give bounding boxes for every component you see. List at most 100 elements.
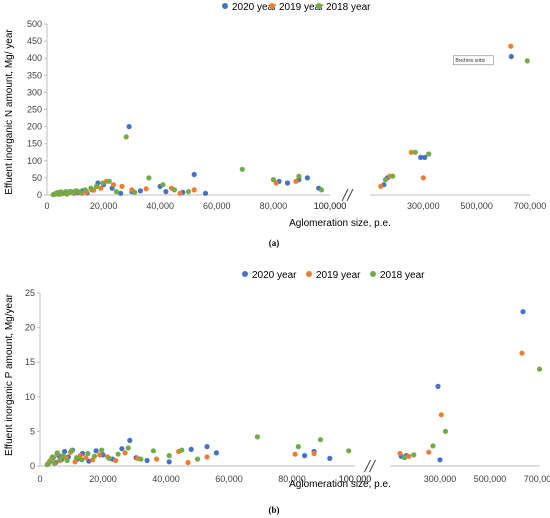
chart-b-point-2018-year (295, 444, 301, 450)
chart-b-point-2020-year (204, 444, 210, 450)
chart-a-axis-break-mark (341, 188, 349, 202)
chart-a-point-2019-year (110, 182, 117, 188)
chart-b-point-2020-year (435, 383, 441, 389)
chart-b-point-2020-year (127, 437, 133, 443)
chart-b-point-2019-year (397, 450, 403, 457)
chart-b-x-tick-label: 80,000 (278, 474, 306, 484)
chart-b-point-2018-year (47, 458, 53, 464)
chart-b-x-tick-label: 700,000 (524, 474, 550, 484)
chart-b-y-tick-label: 0 (30, 461, 35, 471)
chart-b-legend-marker (370, 271, 376, 277)
chart-b-point-2020-year (119, 446, 125, 452)
chart-b-point-2018-year (194, 456, 201, 462)
chart-b-point-2019-year (113, 457, 119, 464)
chart-b-legend-marker (306, 271, 312, 277)
chart-a-x-tick-label: 60,000 (203, 201, 231, 211)
chart-b-point-2019-year (154, 456, 160, 462)
chart-a-ylabel: Effuent inorganic N amount, Mg/ year (4, 29, 15, 195)
chart-b-point-2018-year (99, 447, 105, 453)
chart-panel-a: Effuent inorganic N amount, Mg/ year Agl… (4, 2, 546, 248)
chart-a-point-2019-year (408, 149, 414, 155)
chart-b-point-2018-year (85, 450, 91, 457)
chart-a-point-2018-year (382, 177, 389, 183)
chart-b-point-2019-year (438, 412, 444, 418)
chart-b-point-2020-year (437, 457, 443, 463)
chart-a-point-2018-year (185, 189, 192, 195)
chart-b-point-2018-year (254, 434, 260, 440)
chart-a-point-2018-year (426, 151, 432, 157)
chart-b-legend-label: 2020 year (252, 270, 297, 281)
chart-a-y-tick-label: 450 (27, 36, 42, 46)
chart-b-point-2019-year (426, 449, 432, 455)
chart-b-x-tick-label: 60,000 (215, 474, 243, 484)
chart-b-point-2018-year (73, 455, 80, 461)
chart-b-point-2018-year (411, 452, 417, 458)
chart-a-point-2019-year (508, 43, 514, 49)
chart-a-point-2018-year (123, 134, 129, 140)
chart-a-panel-label: (a) (269, 238, 280, 248)
chart-b-point-2020-year (213, 450, 219, 456)
chart-b-point-2019-year (185, 459, 191, 466)
chart-a-xlabel: Aglomeration size, p.e. (289, 218, 391, 229)
chart-a-point-2019-year (293, 178, 299, 184)
chart-b-point-2020-year (144, 457, 150, 464)
chart-a-point-2018-year (160, 182, 166, 188)
chart-b-point-2019-year (519, 350, 525, 356)
chart-b-point-2018-year (60, 453, 66, 459)
chart-a-point-2018-year (132, 189, 138, 195)
chart-a-point-2018-year (88, 185, 94, 191)
chart-b-point-2019-year (292, 451, 298, 457)
chart-b-point-2018-year (346, 448, 352, 454)
chart-a-point-2018-year (100, 180, 106, 186)
chart-b-x-tick-label: 100,000 (339, 474, 372, 484)
chart-b-point-2020-year (327, 455, 333, 461)
chart-a-point-2020-year (202, 190, 209, 196)
chart-a-point-2018-year (239, 166, 245, 172)
chart-a-legend-label: 2018 year (326, 2, 371, 13)
chart-b-y-tick-label: 10 (25, 392, 35, 402)
chart-a-legend-marker (316, 3, 322, 9)
chart-panel-b: Effuent inorganic P amount, Mg/year Aglo… (4, 270, 550, 515)
chart-a-point-2018-year (69, 189, 75, 195)
chart-a-annotation-label: Brežinio sritis (455, 58, 485, 64)
chart-b-y-tick-label: 15 (25, 357, 35, 367)
chart-b-point-2020-year (520, 309, 526, 315)
chart-b-point-2020-year (302, 453, 308, 459)
chart-b-xlabel: Aglomeration size, p.e. (289, 479, 391, 490)
chart-b-point-2018-year (430, 443, 436, 449)
chart-a-point-2019-year (119, 183, 125, 189)
chart-a-x-tick-label: 700,000 (514, 201, 547, 211)
chart-a-x-tick-label: 100,000 (314, 201, 347, 211)
chart-b-point-2018-year (79, 457, 85, 463)
chart-a-legend-label: 2020 year (232, 2, 277, 13)
chart-b-x-tick-label: 100,000 (339, 474, 372, 484)
chart-a-point-2019-year (98, 185, 104, 191)
chart-a-x-tick-label: 300,000 (407, 201, 440, 211)
chart-b-point-2020-year (62, 448, 68, 455)
chart-a-point-2020-year (163, 189, 169, 195)
chart-a-point-2018-year (412, 149, 418, 155)
chart-b-x-tick-label: 40,000 (152, 474, 180, 484)
chart-a-point-2018-year (77, 190, 83, 196)
chart-b-point-2018-year (125, 445, 131, 451)
chart-b-point-2018-year (57, 456, 63, 462)
chart-a-legend-label: 2019 year (279, 2, 324, 13)
chart-b-x-tick-label: 500,000 (474, 474, 507, 484)
chart-a-y-tick-label: 0 (37, 190, 42, 200)
chart-a-y-tick-label: 200 (27, 122, 42, 132)
chart-b-point-2018-year (401, 455, 408, 461)
chart-b-point-2019-year (72, 459, 78, 465)
chart-a-point-2019-year (143, 186, 149, 192)
chart-b-point-2018-year (138, 456, 144, 462)
chart-b-point-2018-year (317, 437, 323, 443)
chart-b-point-2019-year (204, 454, 210, 460)
chart-b-point-2018-year (179, 447, 185, 453)
chart-b-x-tick-label: 20,000 (89, 474, 117, 484)
chart-a-point-2019-year (177, 190, 183, 196)
chart-a-y-tick-label: 150 (27, 139, 42, 149)
chart-a-point-2020-year (422, 154, 428, 160)
chart-a-point-2019-year (420, 175, 426, 181)
chart-a-x-tick-label: 80,000 (260, 201, 288, 211)
chart-a-y-tick-label: 250 (27, 105, 42, 115)
